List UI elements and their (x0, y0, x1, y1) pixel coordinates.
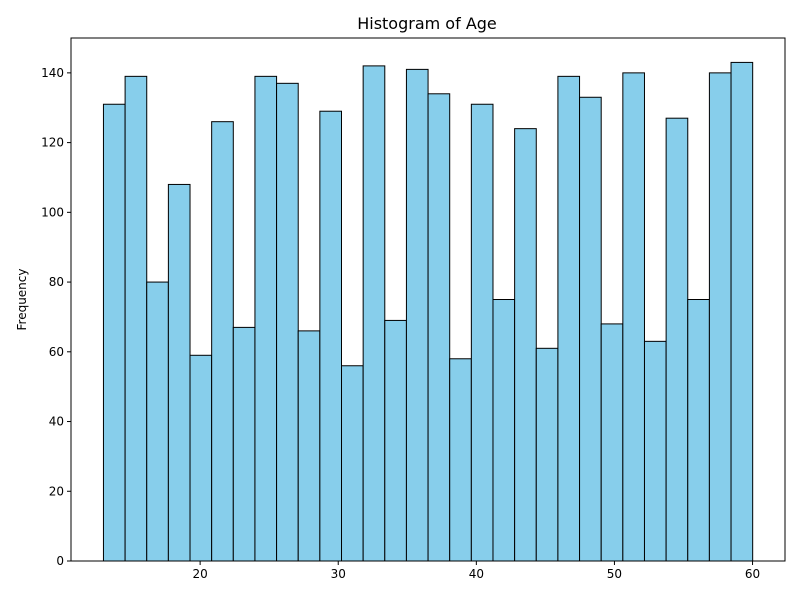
histogram-bar (362, 65, 386, 562)
histogram-bar (708, 72, 732, 562)
x-tick-label: 50 (607, 567, 622, 581)
y-tick-label: 100 (41, 205, 64, 219)
bars-group (102, 61, 754, 562)
histogram-bar (492, 299, 516, 562)
histogram-bar (449, 358, 472, 562)
histogram-bar (535, 347, 559, 562)
y-tick-label: 20 (49, 484, 64, 498)
histogram-bar (297, 330, 321, 562)
histogram-bar (232, 326, 256, 562)
chart-title: Histogram of Age (357, 14, 497, 33)
histogram-bar (600, 323, 624, 562)
y-axis: 0 20 40 60 80 100 120 140 (41, 66, 71, 568)
histogram-bar (276, 82, 299, 562)
histogram-bar (405, 68, 429, 562)
histogram-bar (470, 103, 494, 562)
y-tick-label: 140 (41, 66, 64, 80)
histogram-bar (384, 319, 407, 562)
histogram-bar (211, 121, 234, 562)
histogram-bar (319, 110, 342, 562)
x-axis: 20 30 40 50 60 (192, 561, 760, 581)
histogram-bar (514, 128, 537, 562)
histogram-bar (579, 96, 602, 562)
histogram-bar (167, 183, 191, 562)
y-tick-label: 60 (49, 345, 64, 359)
histogram-bar (341, 365, 364, 562)
histogram-bar (124, 75, 148, 562)
histogram-bar (622, 72, 645, 562)
histogram-bar (665, 117, 689, 562)
y-tick-label: 40 (49, 415, 64, 429)
x-tick-label: 40 (469, 567, 484, 581)
y-tick-label: 120 (41, 136, 64, 150)
histogram-bar (146, 281, 169, 562)
histogram-bar (427, 93, 451, 562)
histogram-bar (254, 75, 278, 562)
histogram-bar (189, 354, 213, 562)
x-tick-label: 30 (331, 567, 346, 581)
histogram-bar (102, 103, 126, 562)
x-tick-label: 60 (745, 567, 760, 581)
histogram-bar (557, 75, 581, 562)
histogram-bar (643, 340, 667, 562)
histogram-bar (730, 61, 754, 562)
x-tick-label: 20 (192, 567, 207, 581)
y-tick-label: 0 (56, 554, 64, 568)
plot-frame (70, 37, 786, 562)
y-axis-label: Frequency (15, 269, 29, 331)
histogram-bar (687, 299, 710, 562)
y-tick-label: 80 (49, 275, 64, 289)
